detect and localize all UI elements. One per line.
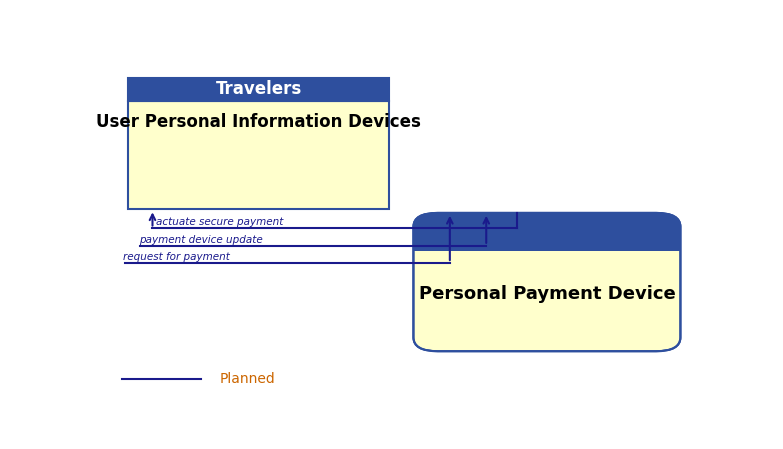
FancyBboxPatch shape — [413, 213, 680, 251]
FancyBboxPatch shape — [413, 225, 680, 251]
Text: Travelers: Travelers — [215, 80, 301, 98]
Text: Personal Payment Device: Personal Payment Device — [419, 285, 675, 303]
Text: payment device update: payment device update — [139, 235, 262, 245]
Text: actuate secure payment: actuate secure payment — [156, 217, 283, 228]
Text: request for payment: request for payment — [124, 252, 230, 262]
FancyBboxPatch shape — [413, 213, 680, 351]
Text: Planned: Planned — [219, 372, 275, 386]
FancyBboxPatch shape — [128, 101, 389, 209]
Text: User Personal Information Devices: User Personal Information Devices — [96, 113, 421, 131]
FancyBboxPatch shape — [128, 78, 389, 101]
